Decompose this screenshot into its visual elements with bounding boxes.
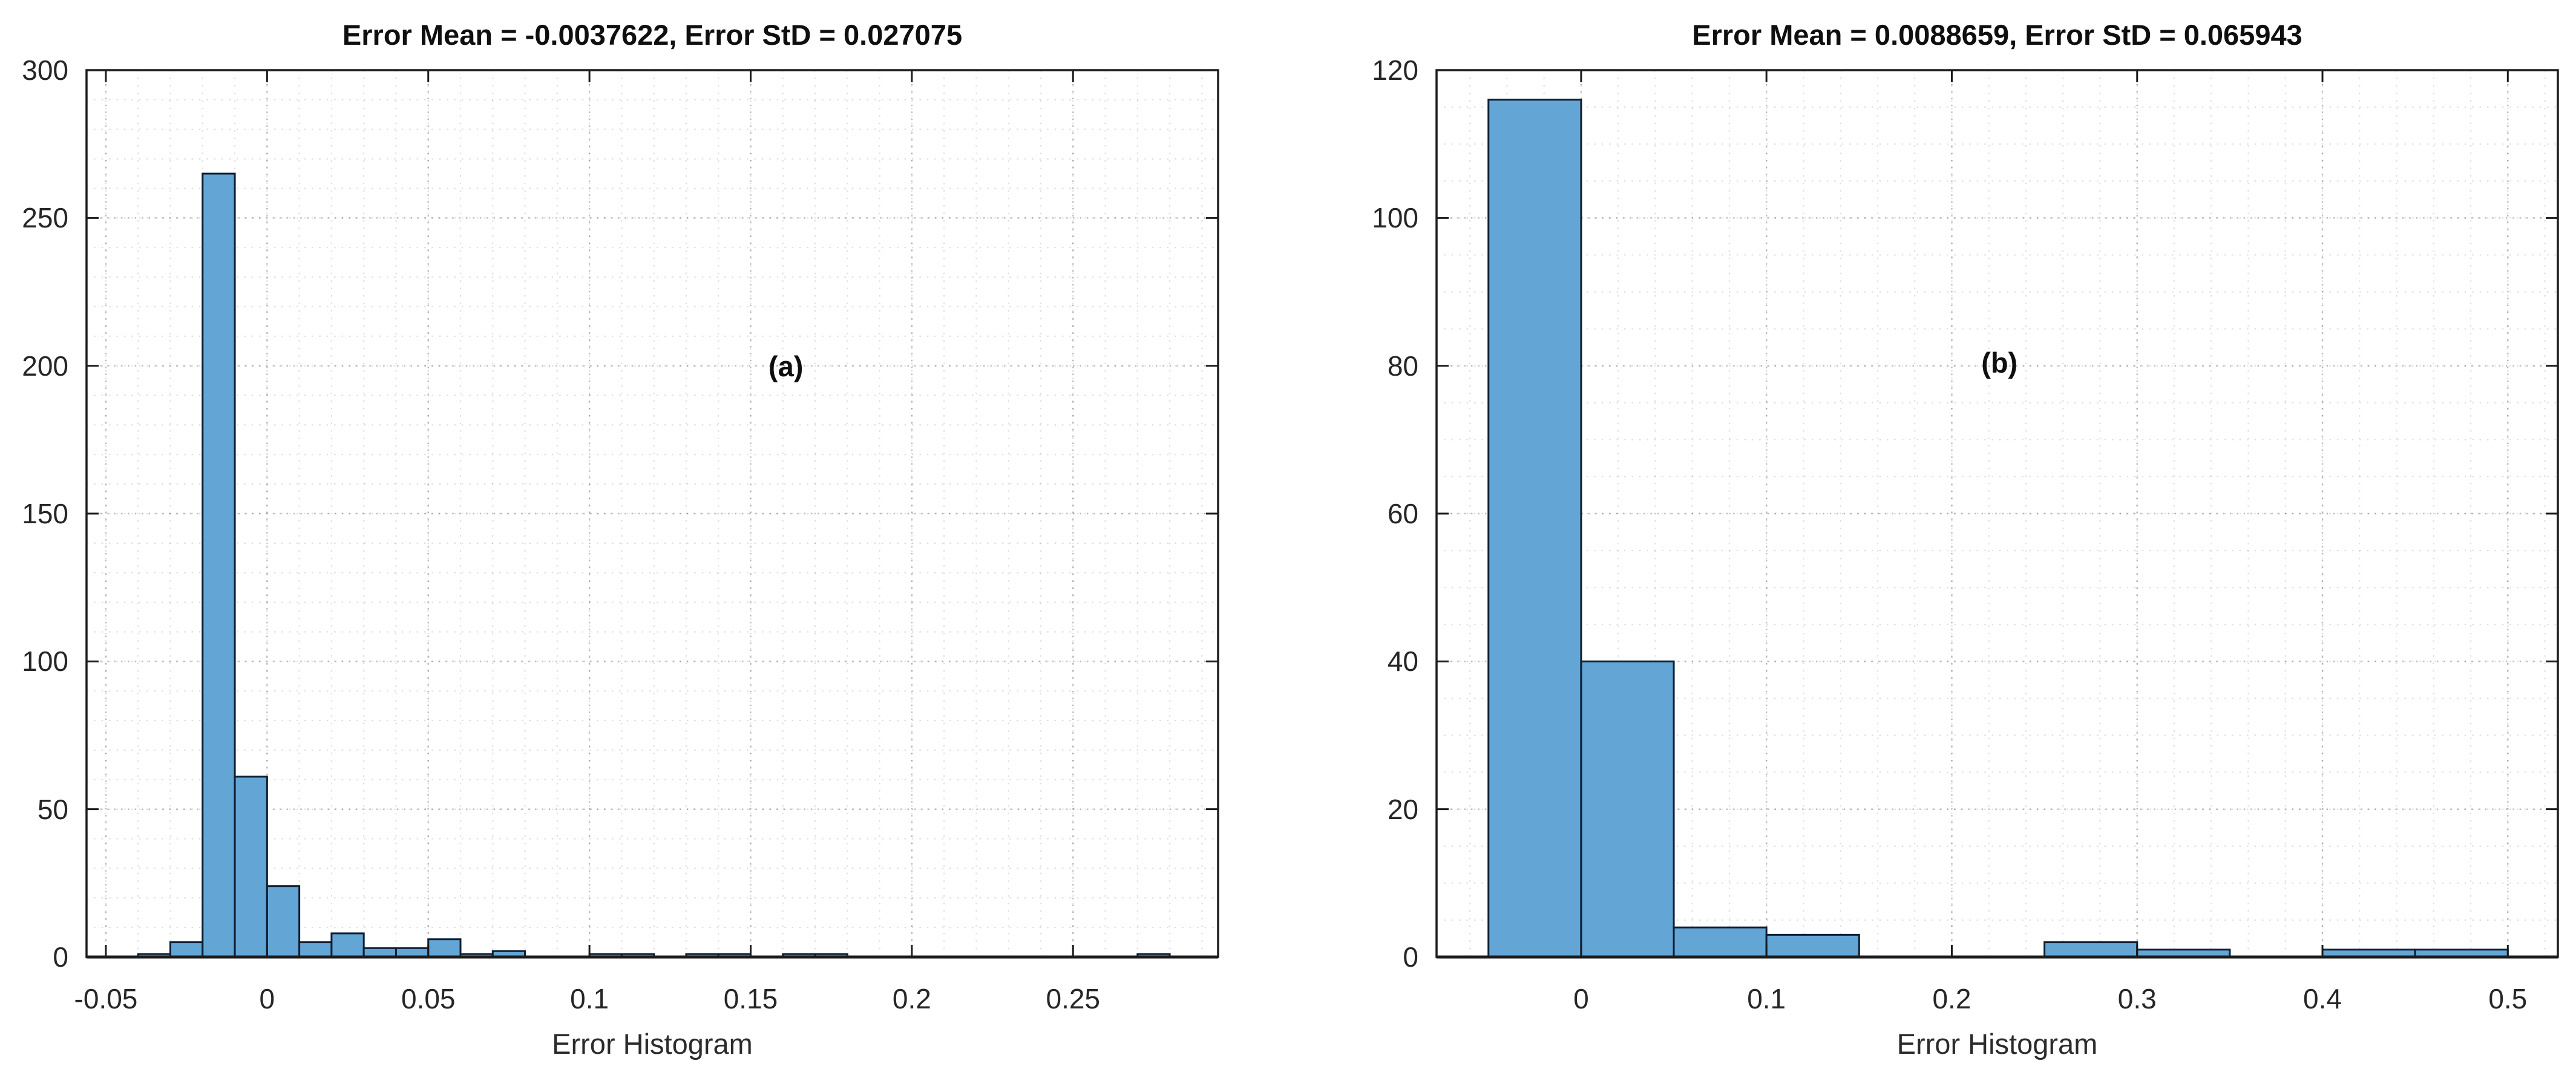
x-tick-label: 0.2 — [892, 983, 931, 1014]
plot-a-title: Error Mean = -0.0037622, Error StD = 0.0… — [342, 19, 963, 51]
plot-b-title: Error Mean = 0.0088659, Error StD = 0.06… — [1692, 19, 2302, 51]
panel-label-b: (b) — [1981, 346, 2018, 379]
y-tick-label: 20 — [1387, 793, 1418, 825]
y-tick-label: 150 — [22, 498, 68, 529]
histogram-bar — [427, 938, 462, 958]
x-tick-label: 0.15 — [723, 983, 778, 1014]
y-tick-label: 200 — [22, 350, 68, 382]
y-tick-label: 100 — [22, 645, 68, 678]
panel-label-a: (a) — [768, 350, 804, 382]
x-tick-label: 0.1 — [570, 983, 609, 1014]
x-tick-label: 0.4 — [2303, 983, 2342, 1014]
y-tick-label: 0 — [1403, 941, 1418, 973]
x-tick-label: 0.05 — [401, 983, 456, 1014]
x-tick-label: 0.25 — [1046, 983, 1101, 1014]
histogram-bar — [169, 941, 204, 958]
y-tick-label: 300 — [22, 54, 68, 86]
x-tick-label: 0.3 — [2117, 983, 2157, 1014]
y-tick-label: 80 — [1387, 350, 1418, 382]
x-tick-label: 0 — [1573, 983, 1589, 1014]
y-tick-label: 50 — [37, 793, 68, 825]
histogram-bar — [234, 776, 268, 958]
x-tick-label: 0.2 — [1932, 983, 1971, 1014]
x-tick-label: -0.05 — [74, 983, 138, 1014]
histogram-bar — [2043, 941, 2138, 958]
y-tick-label: 120 — [1372, 54, 1418, 86]
x-tick-label: 0.5 — [2488, 983, 2528, 1014]
histogram-bar — [1580, 660, 1675, 958]
y-tick-label: 60 — [1387, 498, 1418, 529]
histogram-bar — [202, 172, 236, 958]
y-tick-label: 40 — [1387, 645, 1418, 678]
histogram-bar — [1487, 99, 1582, 958]
histogram-bar — [266, 885, 301, 958]
histogram-bar — [298, 941, 333, 958]
histogram-bar — [1765, 933, 1860, 958]
x-tick-label: 0.1 — [1747, 983, 1786, 1014]
plot-a-x-axis-label: Error Histogram — [552, 1028, 753, 1060]
x-tick-label: 0 — [259, 983, 275, 1014]
y-tick-label: 250 — [22, 202, 68, 234]
y-tick-label: 0 — [53, 941, 68, 973]
histogram-bar — [1673, 926, 1768, 958]
y-tick-label: 100 — [1372, 202, 1418, 234]
histogram-bar — [330, 932, 365, 958]
plot-b-x-axis-label: Error Histogram — [1896, 1028, 2098, 1060]
